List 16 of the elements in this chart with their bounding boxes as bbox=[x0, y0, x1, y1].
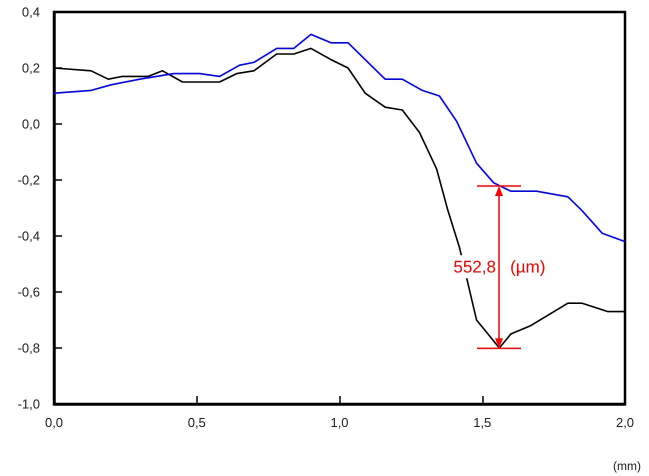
y-tick-label: -0,6 bbox=[18, 284, 40, 300]
y-tick-label: 0,0 bbox=[22, 116, 40, 132]
y-tick-label: 0,2 bbox=[22, 60, 40, 76]
x-tick-label: 0,0 bbox=[44, 415, 64, 430]
annotation: 552,8 (µm) bbox=[453, 257, 546, 276]
x-tick-label: 1,0 bbox=[330, 415, 349, 430]
x-tick-label: 2,0 bbox=[616, 415, 634, 430]
x-axis-title: (mm) bbox=[613, 459, 642, 473]
y-tick-label: -0,8 bbox=[18, 340, 40, 356]
x-tick-label: 1,5 bbox=[473, 415, 492, 430]
y-tick-label: 0,4 bbox=[22, 4, 40, 20]
y-tick-label: -1,0 bbox=[18, 396, 40, 412]
y-tick-label: -0,2 bbox=[18, 172, 40, 188]
line-series bbox=[53, 34, 626, 242]
x-tick-label: 0,5 bbox=[188, 415, 206, 430]
y-tick-label: -0,4 bbox=[18, 228, 40, 244]
